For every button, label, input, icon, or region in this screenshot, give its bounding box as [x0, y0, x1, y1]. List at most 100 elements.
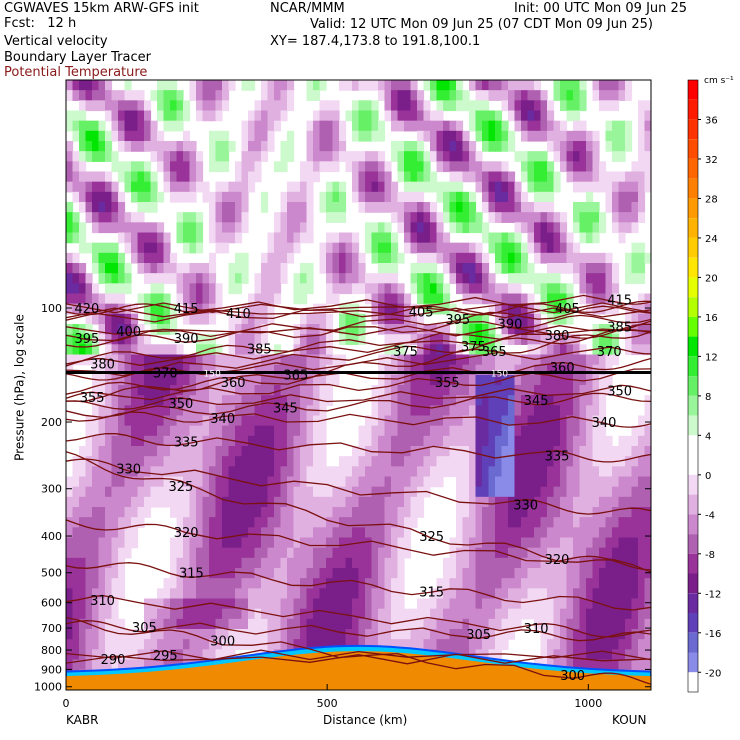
w-cell: [196, 171, 204, 183]
w-cell: [475, 568, 483, 579]
colorbar-bin: [688, 237, 698, 258]
x-tick-label: 0: [63, 697, 70, 710]
w-cell: [625, 90, 633, 101]
w-cell: [98, 435, 106, 447]
w-cell: [150, 639, 158, 650]
w-cell: [456, 415, 464, 427]
w-cell: [124, 110, 132, 122]
w-cell: [566, 649, 574, 661]
w-cell: [423, 446, 431, 457]
w-cell: [280, 232, 288, 244]
w-cell: [547, 639, 555, 650]
w-cell: [371, 435, 379, 447]
w-cell: [605, 547, 613, 559]
w-cell: [300, 161, 308, 173]
w-cell: [469, 415, 477, 427]
w-cell: [306, 598, 314, 610]
w-cell: [105, 456, 113, 467]
w-cell: [599, 608, 607, 620]
w-cell: [475, 283, 483, 295]
w-cell: [391, 598, 399, 610]
w-cell: [573, 212, 581, 223]
w-cell: [547, 354, 555, 366]
w-cell: [222, 608, 230, 620]
w-cell: [488, 517, 496, 528]
w-cell: [144, 120, 152, 132]
w-cell: [189, 232, 197, 244]
w-cell: [196, 263, 204, 274]
w-cell: [553, 242, 561, 254]
w-cell: [365, 517, 373, 528]
w-cell: [241, 141, 249, 152]
w-cell: [339, 313, 347, 325]
w-cell: [397, 568, 405, 579]
w-cell: [137, 517, 145, 528]
w-cell: [475, 313, 483, 325]
w-cell: [352, 578, 360, 589]
w-cell: [111, 90, 119, 101]
w-cell: [274, 364, 282, 376]
w-cell: [579, 181, 587, 193]
w-cell: [79, 141, 87, 152]
w-cell: [534, 202, 542, 213]
w-cell: [274, 456, 282, 467]
w-cell: [410, 364, 418, 376]
w-cell: [644, 466, 651, 478]
w-cell: [274, 568, 282, 579]
w-cell: [92, 425, 100, 437]
w-cell: [534, 374, 542, 386]
w-cell: [183, 263, 191, 274]
w-cell: [599, 537, 607, 549]
w-cell: [332, 374, 340, 386]
w-cell: [443, 364, 451, 376]
w-cell: [72, 252, 80, 264]
w-cell: [98, 130, 106, 142]
w-cell: [157, 456, 165, 467]
w-cell: [72, 354, 80, 366]
w-cell: [183, 639, 191, 650]
w-cell: [345, 263, 353, 274]
w-cell: [85, 324, 93, 335]
w-cell: [566, 476, 574, 488]
w-cell: [137, 507, 145, 518]
w-cell: [521, 151, 529, 162]
w-cell: [371, 476, 379, 488]
w-cell: [261, 80, 269, 91]
w-cell: [508, 435, 516, 447]
w-cell: [397, 446, 405, 457]
theta-contour-line: [66, 314, 651, 348]
w-cell: [456, 313, 464, 325]
w-cell: [443, 568, 451, 579]
w-cell: [410, 90, 418, 101]
w-cell: [131, 354, 139, 366]
w-cell: [189, 222, 197, 234]
w-cell: [384, 598, 392, 610]
w-cell: [111, 222, 119, 234]
w-cell: [241, 130, 249, 142]
w-cell: [280, 568, 288, 579]
w-cell: [378, 629, 386, 640]
w-cell: [456, 252, 464, 264]
w-cell: [599, 273, 607, 284]
w-cell: [267, 435, 275, 447]
w-cell: [287, 446, 295, 457]
w-cell: [612, 507, 620, 518]
w-cell: [625, 435, 633, 447]
w-cell: [586, 151, 594, 162]
w-cell: [215, 568, 223, 579]
w-cell: [547, 100, 555, 112]
w-cell: [384, 374, 392, 386]
w-cell: [137, 252, 145, 264]
w-cell: [293, 629, 301, 640]
w-cell: [358, 273, 366, 284]
colorbar-bin: [688, 80, 698, 100]
w-cell: [85, 90, 93, 101]
w-cell: [118, 568, 126, 579]
w-cell: [599, 344, 607, 356]
w-cell: [79, 90, 87, 101]
w-cell: [547, 527, 555, 539]
w-cell: [248, 385, 256, 396]
colorbar-bin: [688, 198, 698, 219]
w-cell: [66, 547, 74, 559]
w-cell: [378, 639, 386, 650]
